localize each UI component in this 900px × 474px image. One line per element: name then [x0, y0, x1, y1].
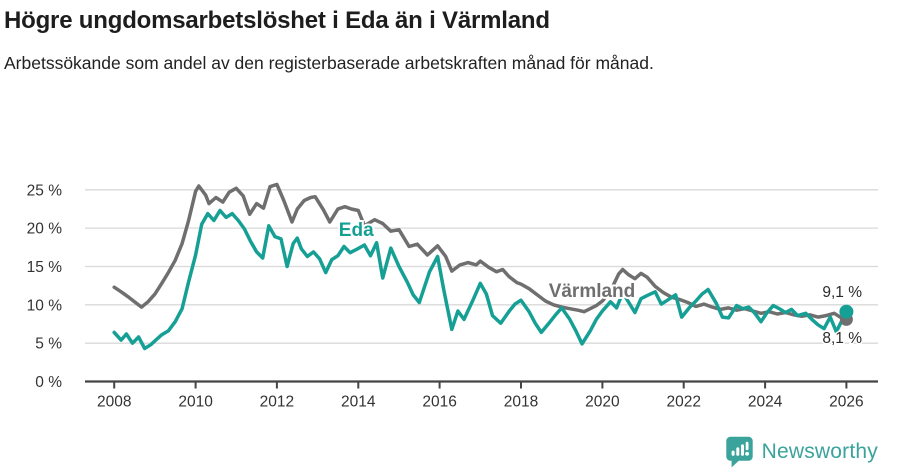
- line-chart: 0 % 5 % 10 % 15 % 20 % 25 % 2008 2010 2012 2014 20…: [0, 158, 900, 432]
- y-axis-tick-label: 10 %: [27, 297, 63, 314]
- logo-bar-short: [731, 450, 735, 456]
- end-value-label-varmland: 8,1 %: [822, 330, 862, 347]
- series-end-dot-eda: [839, 304, 854, 319]
- logo-exclamation-stem: [745, 441, 749, 451]
- series-label-varmland: Värmland: [549, 281, 636, 302]
- y-axis-tick-label: 25 %: [27, 182, 63, 199]
- logo-exclamation-dot: [744, 451, 749, 456]
- page-title: Högre ungdomsarbetslöshet i Eda än i Vär…: [4, 7, 550, 34]
- brand-footer: Newsworthy: [725, 436, 878, 468]
- brand-name: Newsworthy: [761, 440, 878, 463]
- x-axis-tick-label: 2008: [97, 394, 131, 411]
- series-label-eda: Eda: [339, 220, 374, 241]
- logo-bar-tall: [740, 444, 744, 456]
- logo-bar-medium: [735, 447, 739, 456]
- end-value-label-eda: 9,1 %: [822, 284, 862, 301]
- newsworthy-logo-icon: [725, 436, 753, 468]
- x-axis-tick-label: 2018: [504, 394, 538, 411]
- y-axis-tick-label: 5 %: [35, 336, 62, 353]
- logo-speech-bubble: [725, 436, 753, 468]
- x-axis-tick-label: 2026: [829, 394, 863, 411]
- x-axis-tick-label: 2024: [748, 394, 783, 411]
- chart-header: Högre ungdomsarbetslöshet i Eda än i Vär…: [0, 0, 900, 78]
- y-axis-tick-label: 15 %: [27, 259, 63, 276]
- x-axis-tick-label: 2010: [178, 394, 213, 411]
- x-axis-tick-label: 2014: [341, 394, 376, 411]
- series-line-varmland: [112, 182, 849, 322]
- x-axis-tick-label: 2016: [422, 394, 456, 411]
- series-line-eda: [112, 208, 849, 351]
- x-axis-tick-label: 2022: [666, 394, 700, 411]
- x-axis-tick-label: 2012: [260, 394, 294, 411]
- y-axis-tick-label: 0 %: [35, 374, 62, 391]
- chart-subtitle: Arbetssökande som andel av den registerb…: [4, 53, 654, 73]
- x-axis-tick-label: 2020: [585, 394, 620, 411]
- y-axis-tick-label: 20 %: [27, 221, 63, 238]
- line-chart-svg: 0 % 5 % 10 % 15 % 20 % 25 % 2008 2010 2012 2014 20…: [27, 182, 878, 411]
